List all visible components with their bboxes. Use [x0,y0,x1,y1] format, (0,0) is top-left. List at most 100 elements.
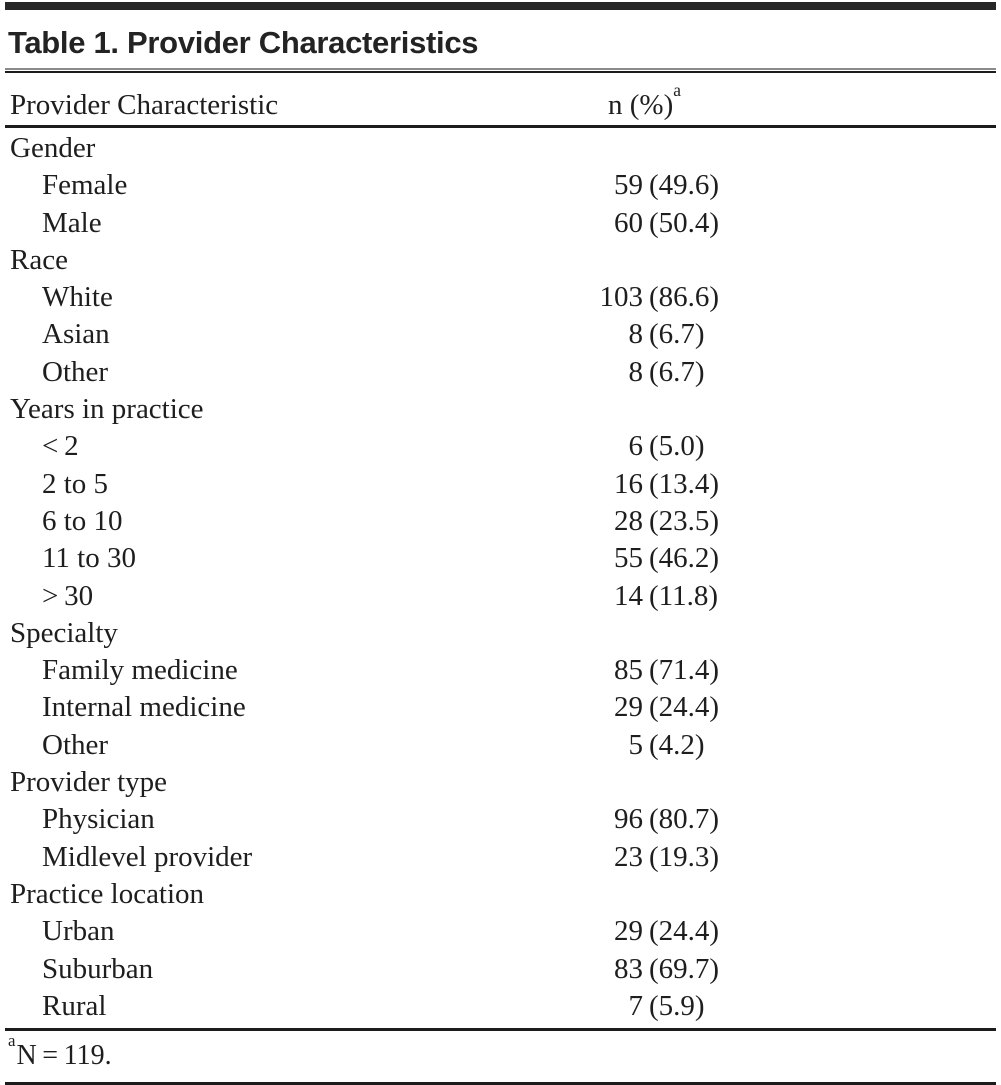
table-row-2to5: 2 to 5 16 (13.4) [0,466,1001,503]
table-row-11to30: 11 to 30 55 (46.2) [0,540,1001,577]
row-value: 8 (6.7) [510,354,705,391]
category-label: Practice location [10,877,205,910]
column-header-value: n (%)a [608,81,681,125]
value-n: 8 [628,318,644,351]
value-n: 29 [614,691,643,724]
value-pct: (50.4) [649,206,720,239]
table-body: Gender Female 59 (49.6) Male 60 (50.4) Race … [0,130,1001,1025]
header-footnote-marker: a [673,79,681,100]
value-pct: (46.2) [649,542,720,575]
value-n: 59 [614,169,643,202]
category-row-provider-type: Provider type [0,764,1001,801]
value-n: 14 [614,579,643,612]
value-n: 5 [628,728,644,761]
value-n: 16 [614,467,643,500]
value-pct: (23.5) [649,504,720,537]
row-label: Asian [42,318,110,351]
value-n: 85 [614,654,643,687]
value-pct: (19.3) [649,840,720,873]
value-pct: (80.7) [649,803,720,836]
row-label: 11 to 30 [42,542,136,575]
row-label: Midlevel provider [42,840,253,873]
category-row-specialty: Specialty [0,615,1001,652]
row-label: Urban [42,915,115,948]
row-label: Rural [42,989,107,1022]
table-row-internal-medicine: Internal medicine 29 (24.4) [0,689,1001,726]
value-pct: (11.8) [649,579,718,612]
value-pct: (71.4) [649,654,720,687]
value-n: 6 [628,430,644,463]
table-row-family-medicine: Family medicine 85 (71.4) [0,652,1001,689]
table-row-rural: Rural 7 (5.9) [0,988,1001,1025]
row-value: 29 (24.4) [510,913,719,950]
category-label: Specialty [10,616,118,649]
footnote-marker: a [8,1031,16,1051]
row-label: > 30 [42,579,94,612]
header-rule [5,125,996,128]
category-row-gender: Gender [0,130,1001,167]
row-value: 16 (13.4) [510,466,719,503]
value-pct: (5.9) [649,989,705,1022]
category-row-race: Race [0,242,1001,279]
row-value: 85 (71.4) [510,652,719,689]
row-value: 59 (49.6) [510,167,719,204]
title-rule-thin [5,68,996,70]
row-value: 55 (46.2) [510,540,719,577]
category-label: Provider type [10,766,168,799]
value-n: 103 [599,281,644,314]
table-row-specialty-other: Other 5 (4.2) [0,727,1001,764]
title-rule [5,68,996,73]
row-label: Family medicine [42,654,238,687]
category-row-practice-location: Practice location [0,876,1001,913]
row-label: < 2 [42,430,79,463]
table-row-female: Female 59 (49.6) [0,167,1001,204]
value-pct: (6.7) [649,318,705,351]
row-label: Other [42,355,109,388]
table-row-urban: Urban 29 (24.4) [0,913,1001,950]
footnote-text: N = 119. [16,1040,112,1072]
value-n: 8 [628,355,644,388]
value-n: 23 [614,840,643,873]
table-row-asian: Asian 8 (6.7) [0,316,1001,353]
value-pct: (49.6) [649,169,720,202]
title-rule-thick [5,70,996,73]
row-label: Female [42,169,128,202]
row-value: 29 (24.4) [510,689,719,726]
table-row-white: White 103 (86.6) [0,279,1001,316]
row-value: 60 (50.4) [510,205,719,242]
table-row-suburban: Suburban 83 (69.7) [0,951,1001,988]
category-row-years-in-practice: Years in practice [0,391,1001,428]
row-value: 96 (80.7) [510,801,719,838]
table-footnote: aN = 119. [8,1032,993,1073]
value-pct: (24.4) [649,691,720,724]
bottom-rule [5,1082,996,1085]
row-label: 2 to 5 [42,467,109,500]
table-row-physician: Physician 96 (80.7) [0,801,1001,838]
row-label: White [42,281,113,314]
row-value: 103 (86.6) [510,279,720,316]
row-value: 6 (5.0) [510,428,705,465]
row-value: 23 (19.3) [510,839,719,876]
column-header-value-text: n (%) [608,89,674,121]
table-header-row: Provider Characteristic n (%)a [0,81,1001,125]
category-label: Race [10,243,68,276]
table-title: Table 1. Provider Characteristics [8,25,479,60]
value-n: 60 [614,206,643,239]
value-pct: (6.7) [649,355,705,388]
row-value: 8 (6.7) [510,316,705,353]
value-pct: (24.4) [649,915,720,948]
value-n: 28 [614,504,643,537]
row-value: 5 (4.2) [510,727,705,764]
value-pct: (5.0) [649,430,705,463]
row-value: 14 (11.8) [510,578,718,615]
value-n: 7 [628,989,644,1022]
table-row-midlevel-provider: Midlevel provider 23 (19.3) [0,839,1001,876]
value-n: 96 [614,803,643,836]
table-row-gt30: > 30 14 (11.8) [0,578,1001,615]
row-value: 83 (69.7) [510,951,719,988]
table-row-male: Male 60 (50.4) [0,205,1001,242]
footnote-rule [5,1028,996,1032]
row-label: Internal medicine [42,691,246,724]
value-n: 29 [614,915,643,948]
